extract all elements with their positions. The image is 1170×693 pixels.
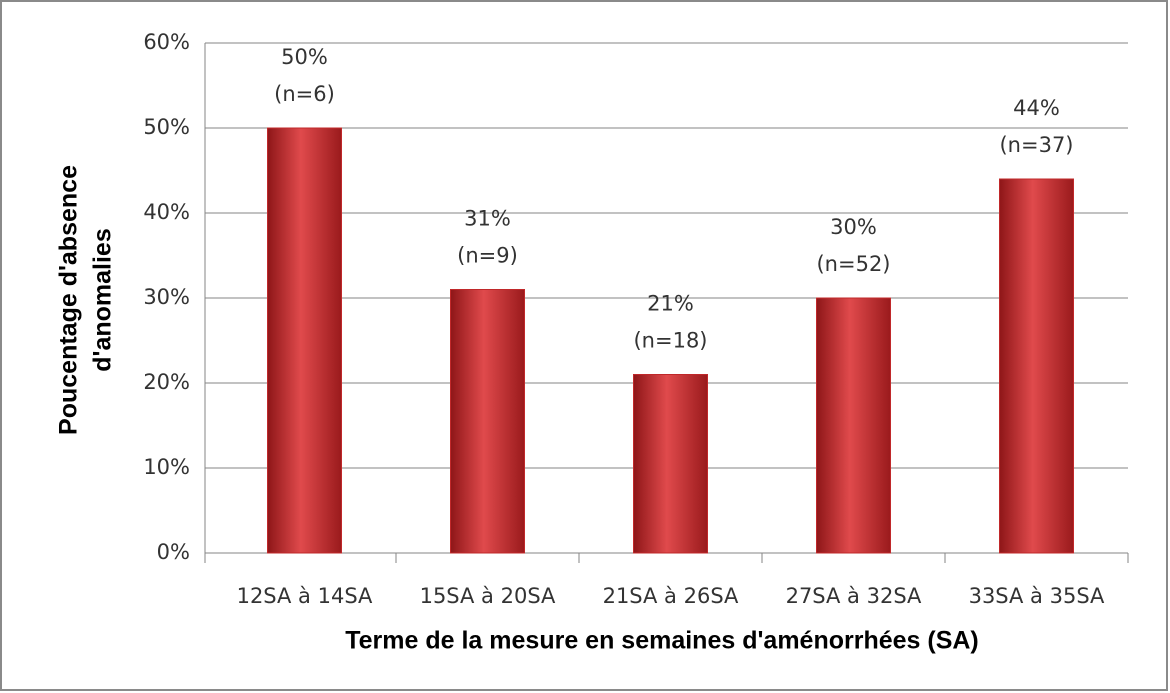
- x-tick-label: 15SA à 20SA: [420, 584, 556, 608]
- x-tick-label: 33SA à 35SA: [969, 584, 1105, 608]
- y-tick-label: 50%: [143, 115, 190, 139]
- value-label: 44%: [1013, 96, 1060, 120]
- y-tick-label: 10%: [143, 455, 190, 479]
- bar: [633, 374, 708, 554]
- y-tick-label: 0%: [157, 540, 190, 564]
- y-tick-label: 30%: [143, 285, 190, 309]
- x-axis-title: Terme de la mesure en semaines d'aménorr…: [345, 627, 979, 655]
- bar: [267, 127, 342, 554]
- value-label: 31%: [464, 207, 511, 231]
- y-axis-title: d'anomalies: [89, 228, 117, 372]
- x-tick-label: 12SA à 14SA: [237, 584, 373, 608]
- count-label: (n=52): [816, 252, 890, 276]
- bar: [450, 289, 525, 554]
- value-label: 21%: [647, 292, 694, 316]
- count-label: (n=37): [999, 133, 1073, 157]
- x-tick-label: 27SA à 32SA: [786, 584, 922, 608]
- y-tick-label: 40%: [143, 200, 190, 224]
- count-label: (n=9): [457, 244, 518, 268]
- value-label: 50%: [281, 45, 328, 69]
- value-label: 30%: [830, 215, 877, 239]
- y-axis-title: Poucentage d'absence: [55, 165, 83, 435]
- count-label: (n=6): [274, 82, 335, 106]
- count-label: (n=18): [633, 329, 707, 353]
- x-tick-label: 21SA à 26SA: [603, 584, 739, 608]
- bar: [816, 297, 891, 554]
- bar: [999, 178, 1074, 554]
- y-tick-label: 60%: [143, 30, 190, 54]
- y-tick-label: 20%: [143, 370, 190, 394]
